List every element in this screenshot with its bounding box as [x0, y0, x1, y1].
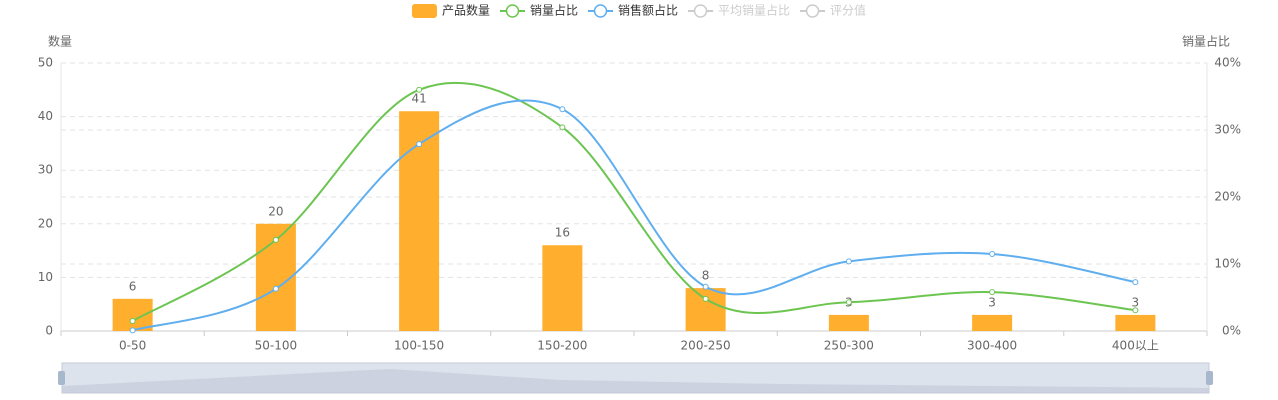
- y2-tick-label: 10%: [1214, 257, 1241, 271]
- x-tick-label: 400以上: [1112, 339, 1159, 353]
- y-tick-label: 40: [38, 109, 53, 123]
- point: [989, 289, 996, 296]
- legend-swatch: [593, 4, 608, 18]
- legend-label: 产品数量: [442, 3, 490, 18]
- x-tick-label: 200-250: [681, 339, 731, 353]
- bar: [685, 288, 726, 331]
- point: [1132, 279, 1139, 286]
- point: [416, 86, 423, 93]
- legend-item[interactable]: 平均销量占比: [688, 3, 790, 18]
- data-label: 16: [555, 226, 570, 240]
- point: [559, 124, 566, 131]
- y-tick-label: 0: [45, 324, 53, 338]
- bar: [1115, 314, 1156, 331]
- data-zoom[interactable]: [58, 362, 1213, 394]
- legend-item[interactable]: 产品数量: [411, 3, 490, 19]
- bar: [972, 314, 1013, 331]
- x-tick-label: 150-200: [537, 339, 587, 353]
- data-label: 6: [129, 279, 137, 293]
- y-tick-label: 20: [38, 216, 53, 230]
- zoom-shadow: [62, 369, 1209, 393]
- point: [845, 299, 852, 306]
- line: [132, 99, 1136, 332]
- x-tick-label: 50-100: [255, 339, 298, 353]
- legend-swatch: [505, 4, 520, 18]
- bar: [399, 111, 440, 332]
- bar: [828, 314, 869, 331]
- legend-swatch: [693, 4, 708, 18]
- point: [272, 236, 279, 243]
- legend-label: 评分值: [830, 3, 866, 18]
- data-label: 8: [702, 269, 710, 283]
- y-tick-label: 50: [38, 56, 53, 70]
- point: [702, 283, 709, 290]
- point: [559, 106, 566, 113]
- point: [129, 317, 136, 324]
- data-label: 3: [1132, 295, 1140, 309]
- legend-item[interactable]: 销售额占比: [587, 3, 678, 18]
- legend-item[interactable]: 评分值: [800, 3, 866, 18]
- point: [702, 295, 709, 302]
- legend-item[interactable]: 销量占比: [499, 3, 578, 18]
- y-tick-label: 30: [38, 163, 53, 177]
- legend-swatch: [411, 4, 437, 18]
- y2-tick-label: 20%: [1214, 190, 1241, 204]
- y2-tick-label: 30%: [1214, 123, 1241, 137]
- data-label: 41: [411, 92, 426, 106]
- x-tick-label: 250-300: [824, 339, 874, 353]
- data-label: 3: [988, 295, 996, 309]
- point: [272, 285, 279, 292]
- x-tick-label: 100-150: [394, 339, 444, 353]
- y2-tick-label: 40%: [1214, 56, 1241, 70]
- point: [1132, 307, 1139, 314]
- legend-swatch: [805, 4, 820, 18]
- point: [129, 327, 136, 334]
- point: [989, 250, 996, 257]
- point: [416, 141, 423, 148]
- y2-axis-label: 销量占比: [1182, 34, 1230, 49]
- legend-label: 销量占比: [530, 3, 578, 18]
- zoom-handle[interactable]: [1206, 371, 1213, 385]
- zoom-handle[interactable]: [58, 371, 65, 385]
- data-label: 20: [268, 204, 283, 218]
- bar: [112, 298, 153, 331]
- bar: [542, 245, 583, 331]
- legend-label: 销售额占比: [618, 3, 678, 18]
- y-axis-label: 数量: [48, 34, 72, 49]
- y-tick-label: 10: [38, 270, 53, 284]
- x-tick-label: 300-400: [967, 339, 1017, 353]
- x-tick-label: 0-50: [119, 339, 146, 353]
- y2-tick-label: 0%: [1222, 324, 1241, 338]
- legend: 产品数量 销量占比 销售额占比 平均销量占比 评分值: [411, 3, 866, 19]
- line: [132, 81, 1136, 322]
- point: [845, 258, 852, 265]
- legend-label: 平均销量占比: [718, 3, 790, 18]
